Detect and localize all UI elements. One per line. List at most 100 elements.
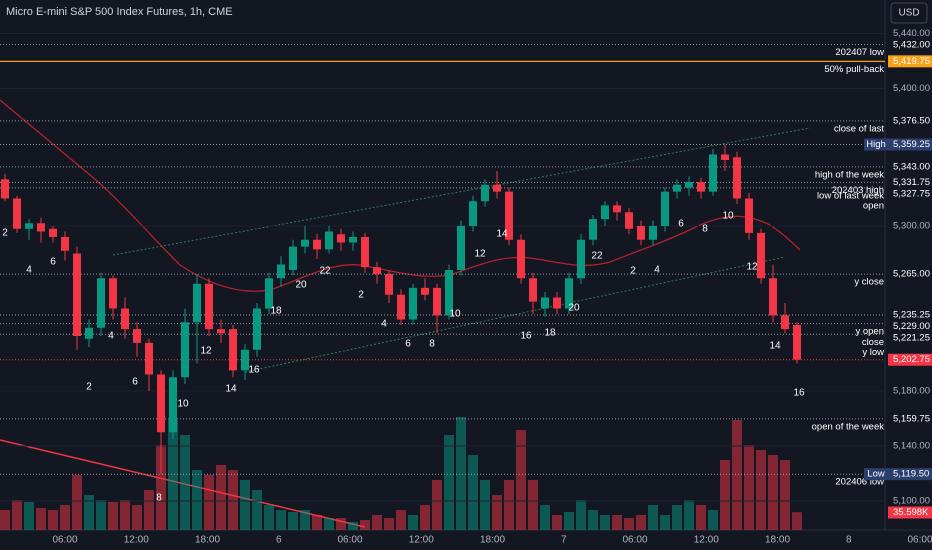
volume-bar xyxy=(444,435,454,530)
currency-button[interactable] xyxy=(890,2,928,24)
price-tag-box xyxy=(888,506,932,519)
hour-annotation: 12 xyxy=(746,262,758,273)
volume-bar xyxy=(732,420,742,530)
candle-body xyxy=(781,315,789,330)
candle-body xyxy=(169,377,177,433)
x-tick-label: 18:00 xyxy=(765,535,790,546)
hour-annotation: 6 xyxy=(132,377,138,388)
candle-body xyxy=(721,154,729,160)
candle-body xyxy=(373,267,381,275)
volume-bar xyxy=(252,490,262,530)
volume-bar xyxy=(660,515,670,530)
volume-bar xyxy=(216,465,226,530)
volume-bar xyxy=(348,522,358,530)
volume-bar xyxy=(240,480,250,530)
hour-annotation: 6 xyxy=(405,339,411,350)
volume-bar xyxy=(456,417,466,530)
candle-body xyxy=(481,184,489,202)
volume-bar xyxy=(588,510,598,530)
candle-body xyxy=(397,294,405,320)
volume-bar xyxy=(720,460,730,530)
hour-annotation: 10 xyxy=(449,309,461,320)
volume-bar xyxy=(624,518,634,530)
x-tick-label: 12:00 xyxy=(694,535,719,546)
tag-box xyxy=(864,138,888,151)
level-note: open xyxy=(863,200,884,211)
candle-body xyxy=(121,308,129,330)
candle-body xyxy=(529,278,537,302)
candles-layer xyxy=(1,144,801,475)
volume-bar xyxy=(552,515,562,530)
volume-bar xyxy=(792,512,802,530)
candle-body xyxy=(433,287,441,316)
volume-bar xyxy=(0,510,10,530)
level-label: 5,229.00 xyxy=(893,321,930,332)
volume-bar xyxy=(108,502,118,530)
price-tag-box xyxy=(888,468,932,481)
volume-bar xyxy=(576,500,586,530)
level-note: open of the week xyxy=(812,421,885,432)
volume-bar xyxy=(696,505,706,530)
candle-body xyxy=(157,374,165,433)
hour-annotation: 14 xyxy=(496,229,508,240)
volume-bar xyxy=(432,480,442,530)
hour-annotation: 4 xyxy=(26,265,32,276)
x-tick-label: 12:00 xyxy=(124,535,149,546)
candle-body xyxy=(757,232,765,279)
hour-annotation: 16 xyxy=(520,331,532,342)
hour-annotation: 2 xyxy=(630,266,636,277)
volume-bar xyxy=(468,455,478,530)
level-label: 5,432.00 xyxy=(893,40,930,51)
volume-bar xyxy=(264,505,274,530)
candle-body xyxy=(109,278,117,309)
y-tick-label: 5,400.00 xyxy=(893,83,930,94)
candle-body xyxy=(337,234,345,243)
volume-bar xyxy=(144,490,154,530)
candle-body xyxy=(133,329,141,343)
volume-bar xyxy=(492,495,502,530)
volume-bar xyxy=(360,520,370,530)
y-tick-label: 5,180.00 xyxy=(893,386,930,397)
hour-annotation: 2 xyxy=(2,228,8,239)
hour-annotation: 2 xyxy=(86,382,92,393)
hour-annotation: 16 xyxy=(248,365,260,376)
level-label: 5,331.75 xyxy=(893,177,930,188)
volume-bar xyxy=(528,480,538,530)
candle-body xyxy=(445,270,453,316)
volume-bar xyxy=(276,510,286,530)
candle-body xyxy=(517,239,525,279)
volume-bar xyxy=(72,475,82,530)
candle-body xyxy=(313,239,321,250)
volume-bar xyxy=(156,445,166,530)
candle-body xyxy=(649,226,657,240)
candle-body xyxy=(709,154,717,192)
level-note: 50% pull-back xyxy=(824,64,884,75)
candle-body xyxy=(685,182,693,188)
candle-body xyxy=(181,322,189,378)
level-label: 5,235.25 xyxy=(893,310,930,321)
hour-annotation: 12 xyxy=(474,249,486,260)
candle-body xyxy=(613,205,621,213)
volume-bar xyxy=(540,505,550,530)
volume-bar xyxy=(288,512,298,530)
y-tick-label: 5,100.00 xyxy=(893,496,930,507)
candle-body xyxy=(541,297,549,309)
volume-bar xyxy=(228,470,238,530)
volume-bar xyxy=(384,518,394,530)
volume-bar xyxy=(504,480,514,530)
x-tick-label: 12:00 xyxy=(409,535,434,546)
volume-bar xyxy=(564,512,574,530)
candle-body xyxy=(241,349,249,371)
hour-annotation: 14 xyxy=(225,384,237,395)
hour-annotation: 4 xyxy=(654,265,660,276)
volume-bar xyxy=(12,500,22,530)
volume-bar xyxy=(612,515,622,530)
hour-annotation: 2 xyxy=(358,290,364,301)
tag-label: High xyxy=(866,139,886,150)
volume-bar xyxy=(96,500,106,530)
hour-annotation: 8 xyxy=(429,339,435,350)
candle-body xyxy=(97,278,105,328)
moving-average xyxy=(0,99,801,292)
candle-body xyxy=(421,287,429,295)
x-tick-label: 7 xyxy=(561,535,567,546)
